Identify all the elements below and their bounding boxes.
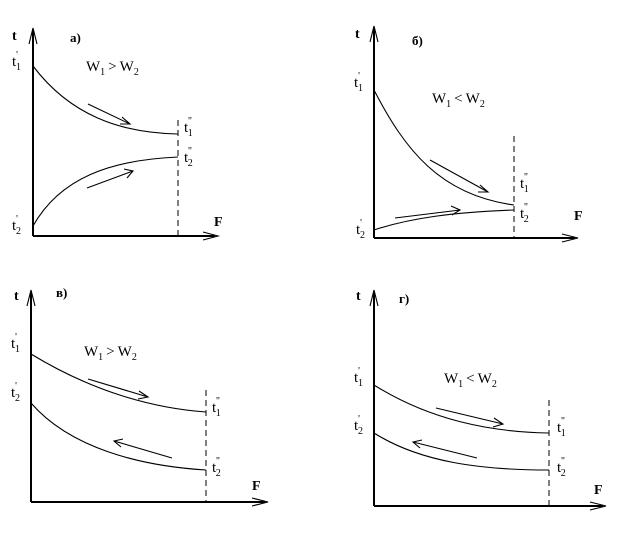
panel-a-x-axis-arrow — [202, 231, 221, 241]
panel-b-cold-outlet-label: t'' 2 — [520, 202, 529, 225]
panel-b-hot-inlet-label: t' 1 — [354, 71, 363, 94]
panel-g-relation: W1 < W2 — [444, 371, 497, 390]
panel-v-cold-inlet-label: t' 2 — [11, 381, 20, 404]
panel-a-tag: а) — [70, 30, 81, 45]
panel-a-y-axis-label: t — [12, 29, 17, 44]
panel-a-cold-flow-arrow — [86, 168, 135, 189]
panel-a-x-axis-label: F — [214, 215, 223, 230]
panel-b-hot-outlet-label: t'' 1 — [520, 172, 529, 195]
panel-a-cold-inlet-label: t' 2 — [12, 214, 21, 237]
panel-b-y-axis-arrow — [369, 25, 379, 43]
panel-a-relation: W1 > W2 — [86, 59, 139, 78]
panel-v-hot-outlet-label: t'' 1 — [212, 396, 221, 419]
panel-g-y-axis-label: t — [356, 289, 361, 304]
panel-a-cold-outlet-label: t'' 2 — [184, 146, 193, 169]
panel-v-cold-flow-arrow — [112, 438, 173, 459]
panel-a-hot-inlet-label: t' 1 — [12, 50, 21, 73]
panel-g-cold-flow-arrow — [411, 439, 478, 459]
panel-g-x-axis-arrow — [589, 501, 607, 511]
panel-b: t F б) W1 < W2 t' 1 t'' 1 t' 2 t'' 2 — [354, 25, 583, 243]
panel-g-tag: г) — [399, 291, 409, 306]
panel-g-hot-inlet-label: t' 1 — [354, 366, 363, 389]
panel-g-hot-outlet-label: t'' 1 — [557, 416, 566, 439]
panel-b-cold-inlet-label: t' 2 — [356, 218, 365, 241]
panel-b-cold-curve — [373, 209, 515, 231]
panel-b-x-axis-label: F — [574, 209, 583, 224]
panel-g-cold-inlet-label: t' 2 — [354, 414, 363, 437]
panel-v-x-axis-arrow — [251, 497, 269, 507]
panel-g-cold-curve — [373, 432, 550, 471]
panel-b-hot-curve — [373, 89, 515, 206]
panel-a-hot-curve — [32, 65, 179, 135]
panel-v-hot-flow-arrow — [87, 378, 150, 400]
panel-a-hot-outlet-label: t'' 1 — [184, 116, 193, 139]
panel-v-hot-inlet-label: t' 1 — [11, 332, 20, 355]
panel-v-tag: в) — [56, 285, 67, 300]
panel-v: t F в) W1 > W2 t' 1 t'' 1 t' 2 t'' 2 — [11, 285, 269, 507]
panel-a: t F а) W1 > W2 t' 1 t'' 1 t' 2 t'' 2 — [12, 27, 223, 241]
panel-a-cold-curve — [32, 156, 179, 227]
panel-g: t F г) W1 < W2 t' 1 t'' 1 t' 2 t'' 2 — [354, 289, 607, 511]
panel-b-x-axis-arrow — [561, 233, 579, 243]
panel-g-x-axis-label: F — [594, 483, 603, 498]
panel-b-y-axis-label: t — [355, 27, 360, 42]
panel-a-y-axis-arrow — [28, 27, 38, 45]
panel-b-hot-flow-arrow — [429, 159, 490, 193]
panel-v-y-axis-arrow — [26, 289, 36, 307]
panel-g-hot-curve — [373, 384, 550, 434]
panel-b-cold-flow-arrow — [394, 205, 462, 219]
panel-b-relation: W1 < W2 — [432, 91, 485, 110]
panel-v-hot-curve — [30, 353, 207, 413]
panel-v-cold-curve — [30, 402, 207, 471]
panel-a-hot-flow-arrow — [87, 103, 132, 125]
panel-v-x-axis-label: F — [252, 479, 261, 494]
panel-g-y-axis-arrow — [369, 289, 379, 307]
panel-g-hot-flow-arrow — [435, 407, 505, 428]
panel-v-cold-outlet-label: t'' 2 — [212, 456, 221, 479]
panel-v-relation: W1 > W2 — [84, 344, 137, 363]
panel-v-y-axis-label: t — [14, 289, 19, 304]
panel-g-cold-outlet-label: t'' 2 — [557, 456, 566, 479]
panel-b-tag: б) — [412, 33, 423, 48]
